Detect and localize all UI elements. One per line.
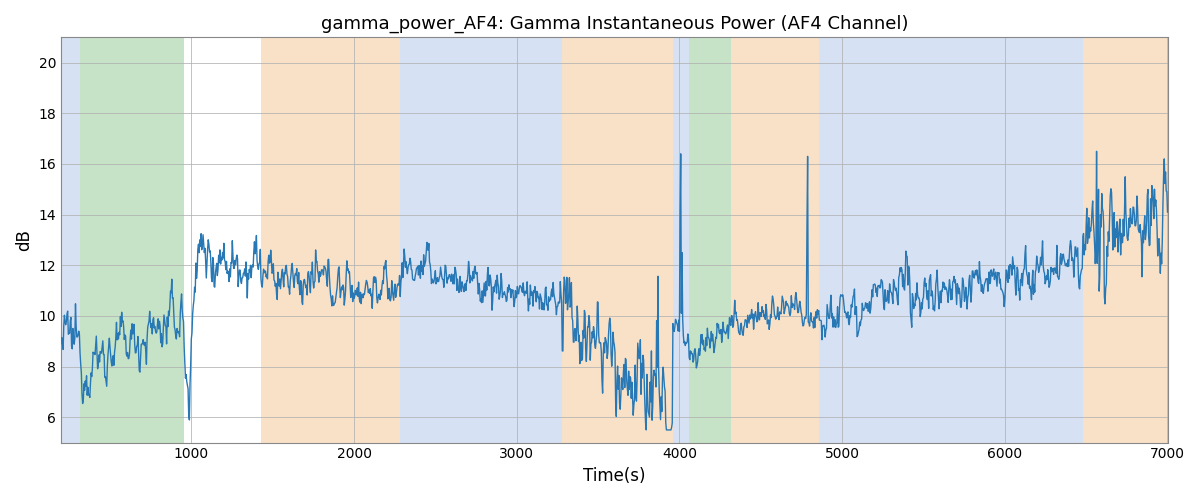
X-axis label: Time(s): Time(s) — [583, 467, 646, 485]
Bar — [61, 38, 80, 442]
Title: gamma_power_AF4: Gamma Instantaneous Power (AF4 Channel): gamma_power_AF4: Gamma Instantaneous Pow… — [320, 15, 908, 34]
Bar — [673, 38, 689, 442]
Bar — [563, 38, 673, 442]
Bar — [689, 38, 732, 442]
Bar — [1082, 38, 1168, 442]
Bar — [732, 38, 820, 442]
Bar — [400, 38, 563, 442]
Bar — [820, 38, 1082, 442]
Bar — [80, 38, 184, 442]
Y-axis label: dB: dB — [16, 229, 34, 251]
Bar — [262, 38, 400, 442]
